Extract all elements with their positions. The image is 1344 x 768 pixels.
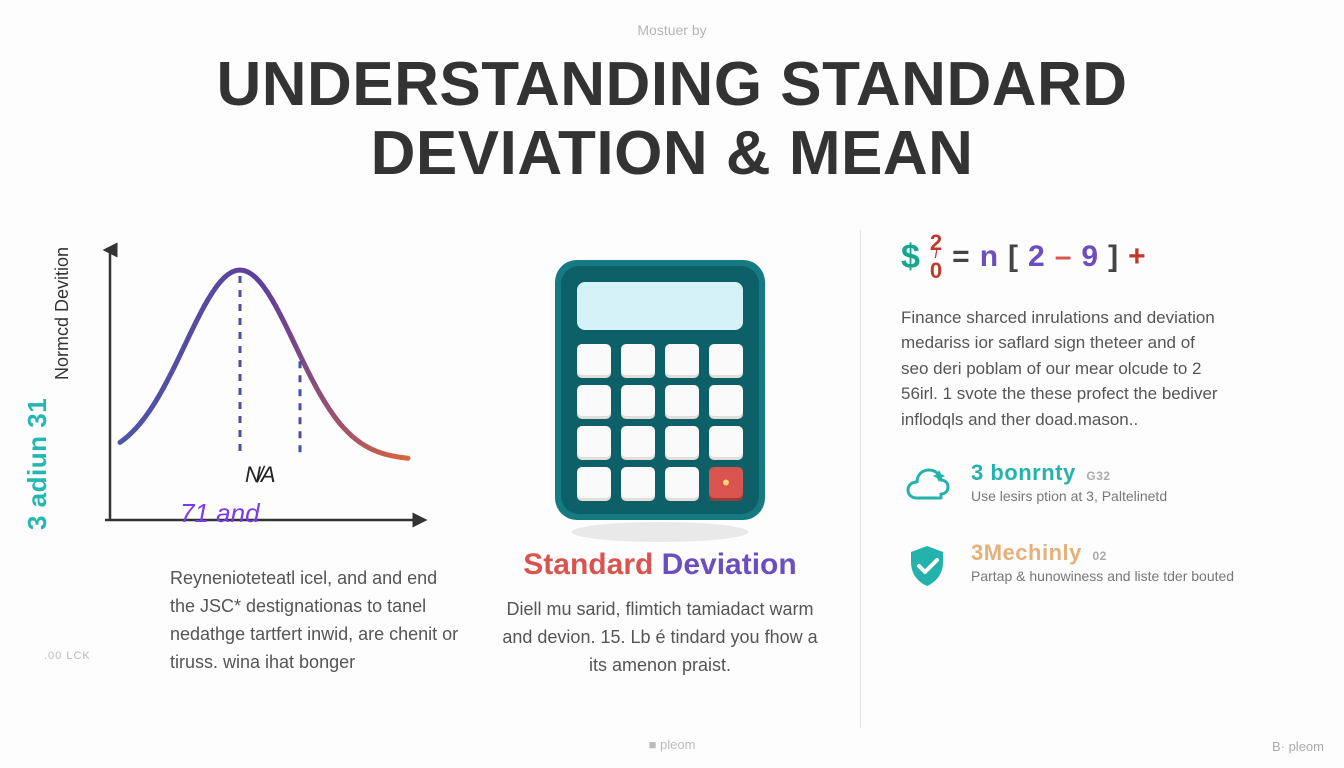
title-line-1: UNDERSTANDING STANDARD [216,50,1127,119]
eyebrow-text: Mostuer by [0,22,1344,38]
formula-two: 2 [1028,240,1045,274]
feature-1-title: 3 bonrnty G32 [971,460,1167,486]
formula: $ 2 / 0 = n [ 2 – 9 ] + [901,234,1284,281]
y-axis-label: Normcd Devition [52,247,73,380]
bell-curve-chart: Normcd Devition N̸A 71 and [70,230,430,550]
feature-1-title-main: 3 bonrnty [971,460,1076,485]
column-right: $ 2 / 0 = n [ 2 – 9 ] + Finance sharced … [860,230,1284,728]
svg-text:N̸A: N̸A [245,462,276,487]
side-badge: 3 adiun 31 [22,398,53,530]
feature-2-sub: Partap & hunowiness and liste tder boute… [971,568,1234,584]
feature-2-sup: 02 [1093,549,1107,563]
formula-nine: 9 [1081,240,1098,274]
formula-n: n [980,240,998,274]
side-badge-sub: .00 LCK [44,650,91,662]
column-left: 3 adiun 31 .00 LCK Normcd Devition N̸A 7… [70,230,470,728]
mid-body-text: Diell mu sarid, flimtich tamiadact warm … [500,596,820,680]
frac-bot: 0 [930,262,942,281]
formula-minus: – [1055,240,1072,274]
feature-1: 3 bonrnty G32 Use lesirs ption at 3, Pal… [901,460,1284,512]
dollar-icon: $ [901,238,920,277]
mid-heading: Standard Deviation [523,548,796,582]
formula-fraction: 2 / 0 [930,234,942,281]
feature-1-sub: Use lesirs ption at 3, Paltelinetd [971,488,1167,504]
feature-2-title-main: 3Mechinly [971,540,1082,565]
shield-check-icon [901,540,953,592]
x-axis-caption: 71 and [180,498,260,529]
formula-plus: + [1128,240,1146,274]
right-body-text: Finance sharced inrulations and deviatio… [901,305,1221,433]
mid-heading-word1: Standard [523,548,653,581]
feature-1-sup: G32 [1086,469,1110,483]
footer-right: B· pleom [1272,739,1324,754]
bracket-open: [ [1008,240,1018,274]
mid-heading-word2: Deviation [662,548,797,581]
calculator-icon [540,250,780,550]
left-body-text: Reynenioteteatl icel, and and end the JS… [170,565,460,677]
feature-2-title: 3Mechinly 02 [971,540,1234,566]
title-line-2: DEVIATION & MEAN [371,119,974,188]
column-middle: Standard Deviation Diell mu sarid, flimt… [470,230,850,728]
equals: = [952,240,970,274]
page-title: UNDERSTANDING STANDARD DEVIATION & MEAN [0,50,1344,189]
feature-2: 3Mechinly 02 Partap & hunowiness and lis… [901,540,1284,592]
bracket-close: ] [1108,240,1118,274]
footer-center: ■ pleom [0,737,1344,752]
bell-curve-svg: N̸A [70,230,430,530]
cloud-sparkle-icon [901,460,953,512]
